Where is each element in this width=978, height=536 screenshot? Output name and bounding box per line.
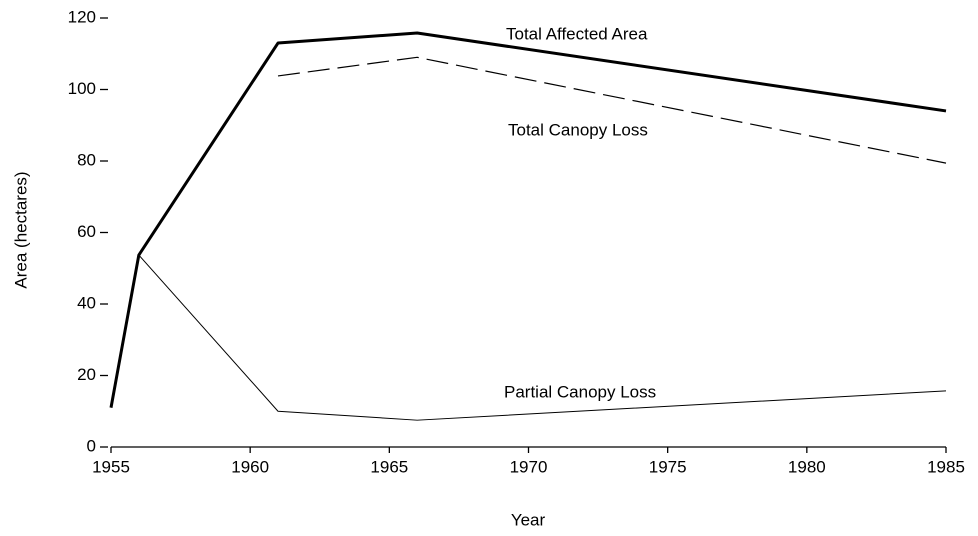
y-tick-label: 80 xyxy=(77,150,96,169)
series-label: Partial Canopy Loss xyxy=(504,382,656,401)
x-axis-label: Year xyxy=(511,510,546,529)
series-line xyxy=(277,56,947,164)
x-tick-label: 1955 xyxy=(92,457,130,476)
y-axis-label: Area (hectares) xyxy=(11,171,30,288)
y-tick-label: 60 xyxy=(77,222,96,241)
x-tick-label: 1980 xyxy=(788,457,826,476)
x-tick-label: 1965 xyxy=(370,457,408,476)
series-label: Total Canopy Loss xyxy=(508,120,648,139)
y-tick-label: 120 xyxy=(68,7,96,26)
y-tick-label: 20 xyxy=(77,365,96,384)
series-line xyxy=(138,254,947,421)
series-line xyxy=(109,31,947,408)
x-tick-label: 1960 xyxy=(231,457,269,476)
y-tick-label: 40 xyxy=(77,293,96,312)
series-label: Total Affected Area xyxy=(506,24,648,43)
x-tick-label: 1970 xyxy=(510,457,548,476)
y-tick-label: 0 xyxy=(87,436,96,455)
y-tick-label: 100 xyxy=(68,79,96,98)
x-tick-label: 1975 xyxy=(649,457,687,476)
x-tick-label: 1985 xyxy=(927,457,965,476)
